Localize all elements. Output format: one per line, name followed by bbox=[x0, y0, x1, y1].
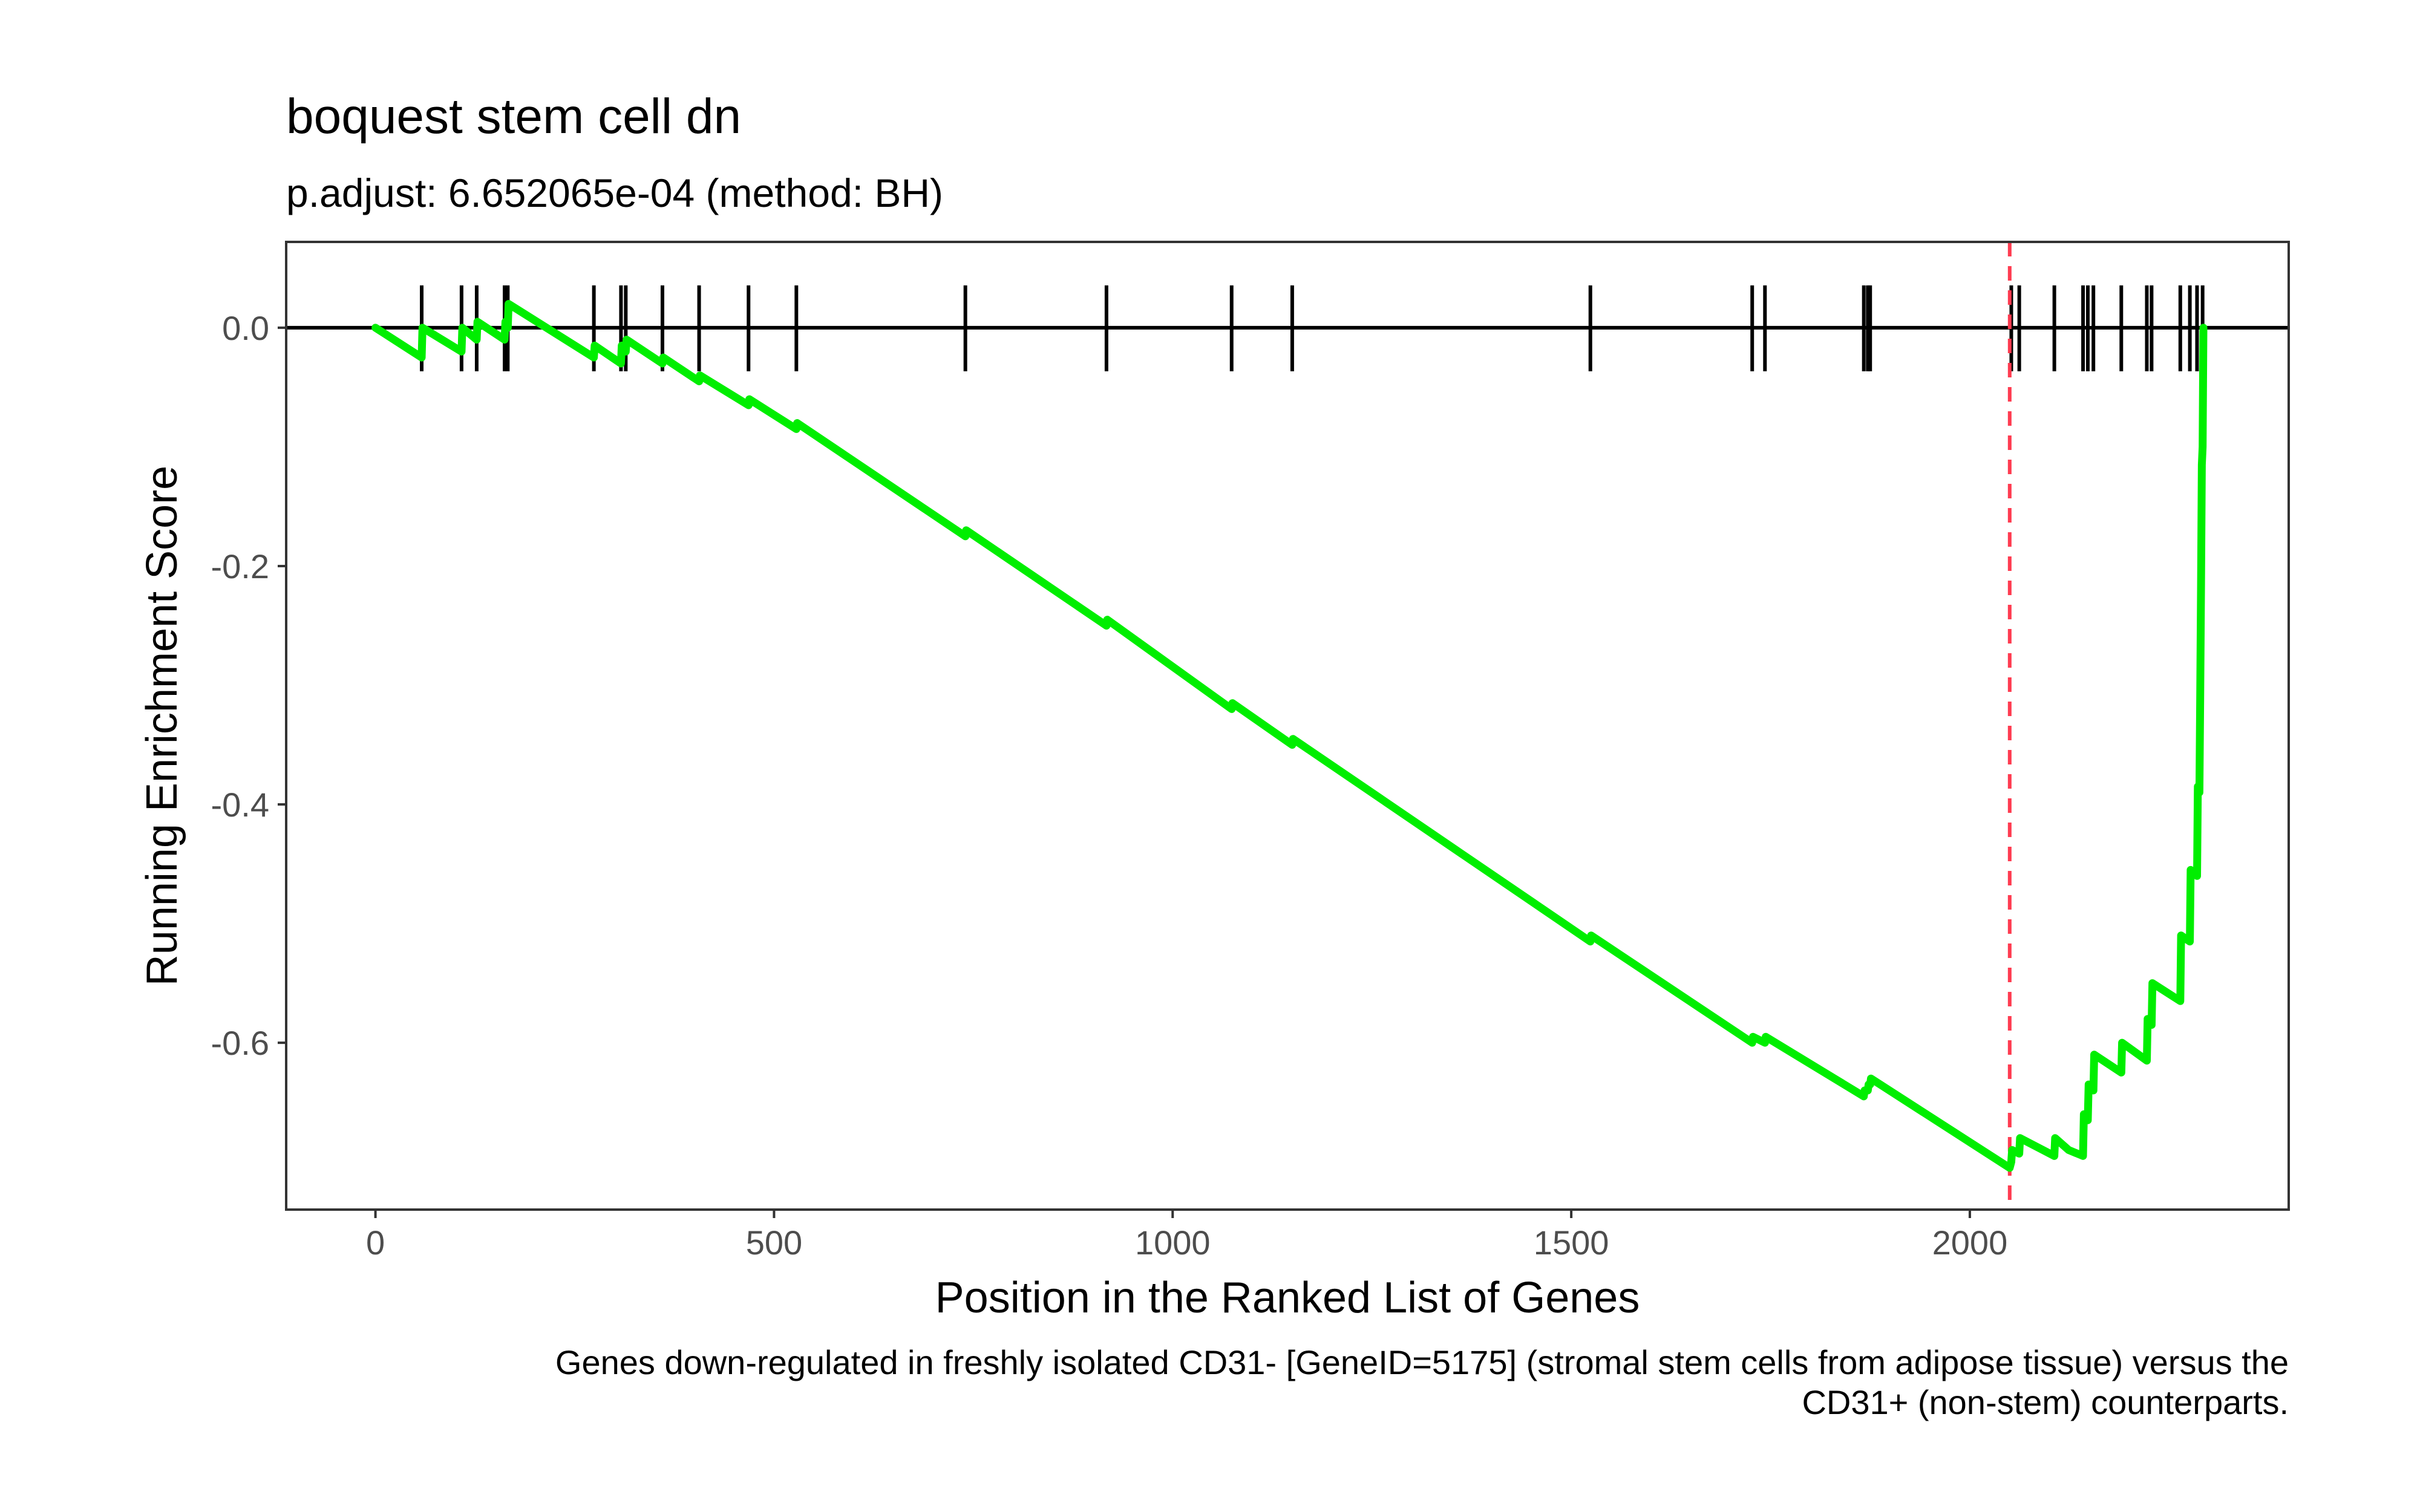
caption-line-1: Genes down-regulated in freshly isolated… bbox=[555, 1343, 2289, 1381]
x-tick-label: 0 bbox=[366, 1224, 385, 1262]
caption-line-2: CD31+ (non-stem) counterparts. bbox=[1802, 1383, 2289, 1421]
chart-title: boquest stem cell dn bbox=[286, 89, 741, 144]
y-tick-label: -0.4 bbox=[211, 786, 270, 824]
y-tick-label: -0.2 bbox=[211, 547, 270, 585]
y-axis: 0.0 -0.2 -0.4 -0.6 bbox=[211, 309, 286, 1062]
plot-panel bbox=[286, 242, 2289, 1210]
y-axis-label: Running Enrichment Score bbox=[138, 466, 186, 986]
x-axis: 0 500 1000 1500 2000 bbox=[366, 1210, 2007, 1262]
y-tick-label: 0.0 bbox=[222, 309, 269, 347]
x-axis-label: Position in the Ranked List of Genes bbox=[935, 1274, 1640, 1322]
x-tick-label: 1000 bbox=[1135, 1224, 1211, 1262]
chart-subtitle: p.adjust: 6.652065e-04 (method: BH) bbox=[286, 171, 943, 215]
y-tick-label: -0.6 bbox=[211, 1024, 270, 1062]
running-score-curve bbox=[371, 300, 2208, 1172]
panel-border bbox=[285, 241, 2290, 1211]
x-tick-label: 2000 bbox=[1932, 1224, 2008, 1262]
x-tick-label: 1500 bbox=[1534, 1224, 1609, 1262]
x-tick-label: 500 bbox=[746, 1224, 802, 1262]
